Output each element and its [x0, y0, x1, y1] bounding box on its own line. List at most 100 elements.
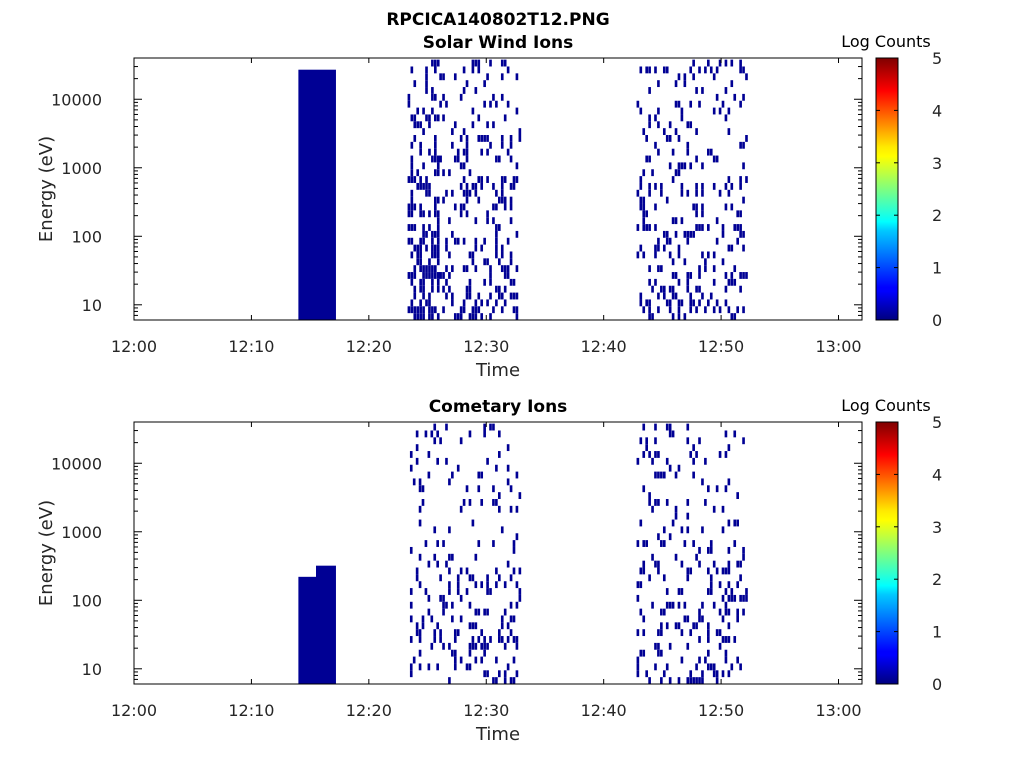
- data-cell: [674, 272, 678, 279]
- data-cell: [709, 663, 713, 671]
- data-cell: [509, 629, 513, 637]
- colorbar-tick-label: 0: [932, 675, 942, 694]
- data-cell: [459, 93, 463, 101]
- x-tick-label: 12:30: [463, 337, 509, 356]
- data-cell: [648, 87, 651, 94]
- data-cell: [718, 306, 722, 314]
- data-cell: [509, 196, 513, 204]
- data-cell: [512, 567, 516, 575]
- data-cell: [434, 141, 437, 149]
- data-cell: [489, 292, 492, 300]
- data-cell: [668, 285, 672, 293]
- data-cell: [642, 251, 646, 259]
- data-cell: [689, 272, 693, 279]
- data-cell: [512, 677, 516, 684]
- data-cell: [727, 278, 731, 286]
- data-cell: [439, 155, 442, 163]
- data-cell: [453, 203, 457, 211]
- data-cell: [518, 135, 522, 142]
- data-cell: [677, 100, 681, 108]
- data-cell: [503, 299, 507, 307]
- data-cell: [701, 292, 704, 300]
- data-cell: [709, 540, 713, 547]
- data-cell: [677, 251, 681, 259]
- data-cell: [665, 588, 669, 595]
- data-cell: [483, 636, 486, 643]
- data-cell: [648, 677, 651, 684]
- data-cell: [724, 656, 728, 664]
- x-tick-label: 12:00: [111, 701, 157, 720]
- data-cell: [657, 471, 660, 479]
- data-cell: [480, 629, 484, 637]
- data-cell: [413, 224, 417, 231]
- data-cell: [445, 560, 448, 568]
- data-cell: [742, 306, 745, 314]
- data-cell: [654, 141, 657, 149]
- data-cell: [721, 100, 725, 108]
- data-cell: [462, 148, 466, 156]
- data-cell: [430, 642, 434, 650]
- data-cell: [636, 457, 640, 465]
- data-cell: [657, 148, 660, 156]
- data-cell: [721, 567, 725, 575]
- data-cell: [500, 636, 504, 643]
- data-cell: [642, 306, 646, 314]
- data-cell: [503, 59, 507, 67]
- data-cell: [668, 423, 672, 431]
- data-cell: [434, 135, 437, 142]
- data-cell: [503, 581, 507, 589]
- data-cell: [662, 540, 666, 547]
- data-cell: [495, 203, 498, 211]
- data-cell: [736, 581, 739, 589]
- data-cell: [739, 285, 742, 293]
- data-cell: [459, 203, 463, 211]
- data-cell: [698, 636, 701, 643]
- data-cell: [506, 148, 510, 156]
- data-cell: [701, 210, 704, 218]
- data-cell: [477, 306, 481, 314]
- data-cell: [512, 546, 516, 554]
- data-cell: [680, 189, 684, 197]
- data-cell: [742, 162, 745, 170]
- data-cell: [492, 203, 495, 211]
- data-cell: [419, 265, 422, 273]
- data-cell: [674, 217, 678, 225]
- data-cell: [451, 230, 454, 238]
- data-cell: [701, 182, 704, 190]
- data-cell: [427, 471, 431, 479]
- data-cell: [419, 182, 422, 190]
- data-cell: [668, 533, 672, 541]
- data-cell: [662, 526, 666, 534]
- data-cell: [657, 533, 660, 541]
- data-cell: [465, 182, 469, 190]
- data-cell: [410, 272, 414, 279]
- data-cell: [695, 224, 698, 231]
- data-cell: [695, 285, 698, 293]
- data-cell: [651, 169, 654, 177]
- data-cell: [671, 272, 675, 279]
- data-cell: [724, 649, 728, 657]
- data-cell: [445, 100, 448, 108]
- data-cell: [419, 176, 422, 183]
- data-cell: [433, 629, 437, 637]
- data-cell: [733, 93, 737, 101]
- data-cell: [639, 244, 643, 252]
- data-cell: [668, 237, 672, 245]
- data-cell: [433, 437, 437, 445]
- data-cell: [715, 93, 719, 101]
- data-cell: [695, 677, 698, 684]
- colorbar-label: Log Counts: [841, 32, 931, 51]
- data-cell: [707, 649, 710, 657]
- data-cell: [509, 258, 513, 266]
- data-cell: [742, 608, 745, 616]
- data-cell: [477, 114, 481, 122]
- x-tick-label: 12:40: [581, 701, 627, 720]
- data-cell: [442, 601, 445, 609]
- data-cell: [671, 148, 675, 156]
- data-cell: [500, 182, 504, 190]
- data-cell: [503, 642, 507, 650]
- data-cell: [483, 237, 486, 245]
- data-cell: [442, 285, 445, 293]
- data-cell: [642, 649, 646, 657]
- colorbar-tick-label: 4: [932, 465, 942, 484]
